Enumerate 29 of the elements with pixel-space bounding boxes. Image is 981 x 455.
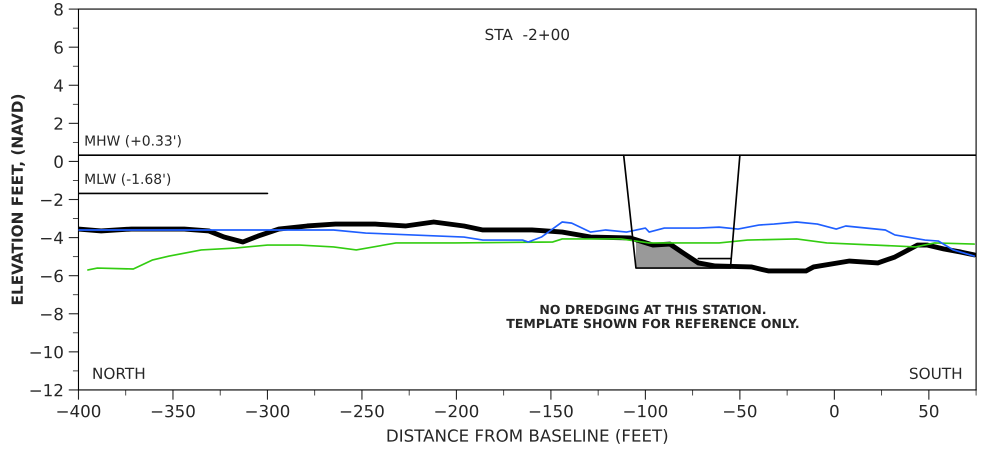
y-tick-label: −6 (41, 270, 63, 282)
y-tick-label: −10 (30, 346, 63, 358)
x-tick-label: −150 (530, 404, 573, 418)
x-tick-label: −300 (246, 404, 290, 418)
y-tick-label: −2 (41, 193, 62, 206)
x-tick-label: −250 (340, 404, 384, 418)
x-tick-label: 0 (830, 404, 839, 418)
x-tick-label: −100 (624, 404, 668, 418)
y-tick-label: −8 (41, 308, 63, 320)
x-tick-label: −50 (724, 404, 756, 418)
y-axis-title: ELEVATION FEET, (NAVD) (11, 94, 25, 304)
y-tick-label: 6 (54, 41, 63, 54)
x-tick-label: −350 (152, 404, 195, 418)
text: STA -2+00 (486, 28, 570, 40)
y-tick-label: 0 (54, 155, 63, 168)
annotation: NORTH (93, 368, 144, 380)
y-tick-label: −12 (30, 384, 62, 396)
annotation: SOUTH (910, 368, 962, 380)
y-tick-label: −4 (41, 232, 63, 244)
x-tick-label: −400 (57, 404, 100, 418)
x-axis-title: DISTANCE FROM BASELINE (FEET) (388, 429, 668, 444)
y-tick-label: 8 (54, 3, 63, 16)
y-tick-label: 4 (54, 79, 63, 92)
series-label: MLW (-1.68') (86, 173, 170, 186)
x-tick-label: 50 (920, 404, 938, 418)
y-tick-label: 2 (54, 117, 62, 130)
annotation: NO DREDGING AT THIS STATION. TEMPLATE SHOWN FOR REFERENCE ONLY. (506, 304, 798, 328)
x-tick-label: −200 (435, 404, 478, 418)
ref-line-label: MHW (+0.33') (86, 135, 181, 148)
